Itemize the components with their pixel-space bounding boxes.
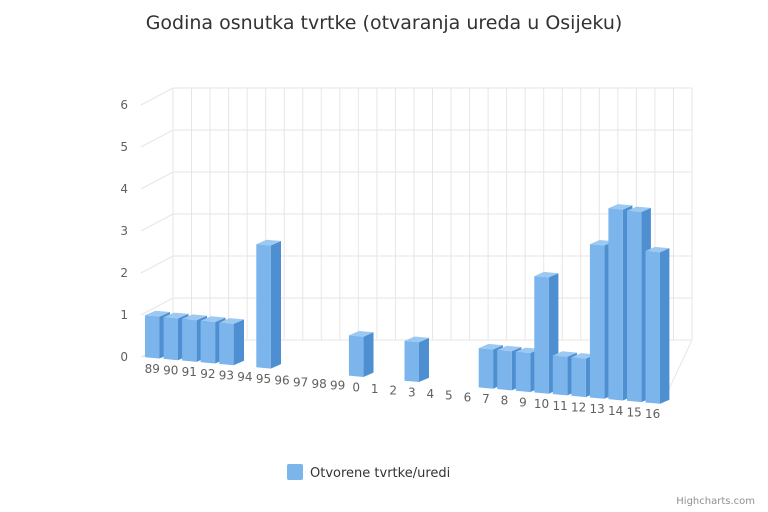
chart-title: Godina osnutka tvrtke (otvaranja ureda u… xyxy=(146,12,623,34)
bar-front xyxy=(645,251,660,404)
x-tick-label: 91 xyxy=(182,365,197,379)
bar-top xyxy=(497,345,522,352)
gridline-side xyxy=(140,213,174,232)
bar-top xyxy=(404,336,429,343)
bar-side xyxy=(270,241,281,369)
bar-front xyxy=(589,244,605,399)
gridline-side xyxy=(140,129,174,148)
bar-top xyxy=(552,351,577,357)
y-tick-label: 1 xyxy=(120,308,128,322)
bars xyxy=(145,204,670,404)
bar-top xyxy=(534,271,559,278)
bar-front xyxy=(552,355,568,396)
x-tick-label: 9 xyxy=(519,395,527,409)
gridline-side xyxy=(140,255,174,274)
bar-side xyxy=(233,319,244,366)
bar-front xyxy=(534,276,549,394)
bar-top xyxy=(348,331,374,337)
bar[interactable] xyxy=(348,331,374,377)
legend[interactable]: Otvorene tvrtke/uredi xyxy=(287,464,450,481)
bar-top xyxy=(145,310,170,317)
bar-top xyxy=(589,240,614,246)
x-tick-label: 16 xyxy=(645,407,660,421)
bar[interactable] xyxy=(256,239,281,369)
legend-swatch xyxy=(287,464,303,480)
y-tick-label: 2 xyxy=(120,266,128,280)
bar-front xyxy=(404,340,419,382)
bar[interactable] xyxy=(645,246,670,404)
credits-link[interactable]: Highcharts.com xyxy=(676,496,755,507)
bar-top xyxy=(627,206,651,212)
bar-front xyxy=(515,351,531,393)
bar-top xyxy=(200,316,226,323)
grid xyxy=(140,87,693,405)
x-tick-label: 92 xyxy=(200,367,215,381)
bar-front xyxy=(200,320,216,364)
x-tick-label: 7 xyxy=(482,392,490,406)
bar-front xyxy=(163,317,178,361)
bar-front xyxy=(497,350,512,391)
bar-front xyxy=(478,348,494,389)
bar-top xyxy=(219,318,244,324)
bar-top xyxy=(608,204,633,210)
bar[interactable] xyxy=(219,318,244,366)
x-tick-label: 8 xyxy=(501,394,509,408)
x-tick-label: 94 xyxy=(237,370,252,384)
y-tick-label: 3 xyxy=(120,224,128,238)
gridline-side xyxy=(140,297,174,316)
x-tick-label: 0 xyxy=(352,380,360,394)
x-tick-label: 99 xyxy=(330,379,345,393)
bar-front xyxy=(219,322,234,366)
bar-side xyxy=(363,332,374,377)
x-tick-label: 4 xyxy=(426,387,434,401)
x-tick-label: 14 xyxy=(608,404,623,418)
x-axis-ticks: 89 90 91 92 93 94 95 96 97 98 99 0 1 2 3 4 5 6 7 8 9 10 11 12 13… xyxy=(145,362,661,421)
bar-side xyxy=(660,248,670,404)
bar-top xyxy=(515,347,540,354)
bar-front xyxy=(145,315,160,359)
x-tick-label: 5 xyxy=(445,389,453,403)
bar-top xyxy=(182,314,207,321)
legend-label[interactable]: Otvorene tvrtke/uredi xyxy=(310,466,450,481)
x-tick-label: 6 xyxy=(464,390,472,404)
bar-top xyxy=(256,239,281,246)
bar-top xyxy=(163,312,189,319)
bar-front xyxy=(182,318,197,362)
y-tick-label: 0 xyxy=(120,350,128,364)
bar-front xyxy=(627,210,642,403)
x-tick-label: 93 xyxy=(219,369,234,383)
x-tick-label: 3 xyxy=(408,385,416,399)
y-tick-label: 6 xyxy=(120,98,128,112)
bar-front xyxy=(571,357,586,398)
bar-front xyxy=(348,335,364,377)
x-tick-label: 98 xyxy=(311,377,326,391)
bar-top xyxy=(571,353,596,359)
x-tick-label: 95 xyxy=(256,372,271,386)
gridline-side xyxy=(140,87,174,106)
bar[interactable] xyxy=(534,271,559,394)
bar-side xyxy=(419,337,429,382)
y-tick-label: 5 xyxy=(120,140,128,154)
x-tick-label: 2 xyxy=(389,384,397,398)
bar-top xyxy=(478,343,503,350)
bar-front xyxy=(608,208,623,401)
x-tick-label: 11 xyxy=(552,399,567,413)
y-axis-ticks: 0 1 2 3 4 5 6 xyxy=(120,98,128,364)
x-tick-label: 15 xyxy=(627,406,642,420)
x-tick-label: 13 xyxy=(589,402,604,416)
bar[interactable] xyxy=(404,336,430,383)
x-tick-label: 96 xyxy=(274,374,289,388)
x-tick-label: 10 xyxy=(534,397,549,411)
x-tick-label: 1 xyxy=(371,382,379,396)
x-tick-label: 90 xyxy=(163,364,178,378)
y-tick-label: 4 xyxy=(120,182,128,196)
x-tick-label: 97 xyxy=(293,375,308,389)
gridline-side xyxy=(140,171,174,190)
bar-front xyxy=(256,244,271,369)
bar-top xyxy=(645,246,670,253)
x-tick-label: 12 xyxy=(571,400,586,414)
x-tick-label: 89 xyxy=(145,362,160,376)
